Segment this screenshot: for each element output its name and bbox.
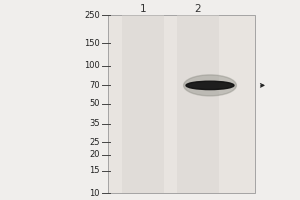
Ellipse shape — [184, 75, 236, 96]
Text: 10: 10 — [89, 188, 100, 198]
Text: 1: 1 — [140, 4, 146, 14]
Text: 250: 250 — [84, 10, 100, 20]
Text: 100: 100 — [84, 61, 100, 70]
Ellipse shape — [186, 81, 234, 90]
Text: 2: 2 — [195, 4, 201, 14]
Bar — [108, 15, 255, 193]
Text: 25: 25 — [89, 138, 100, 147]
Bar — [177, 15, 219, 193]
Text: 150: 150 — [84, 39, 100, 48]
Text: 35: 35 — [89, 119, 100, 128]
Text: 70: 70 — [89, 81, 100, 90]
Text: 15: 15 — [89, 166, 100, 175]
Bar — [122, 15, 164, 193]
Text: 20: 20 — [89, 150, 100, 159]
Text: 50: 50 — [89, 99, 100, 108]
